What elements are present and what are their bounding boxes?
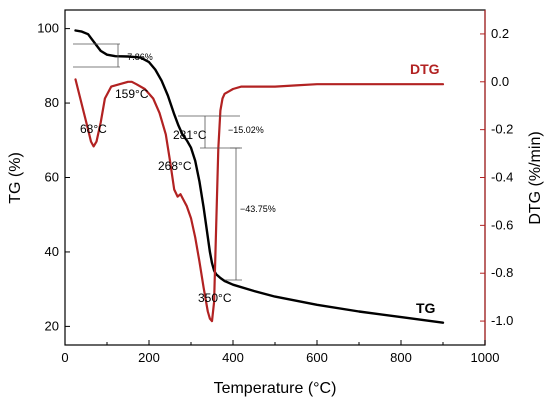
y-left-axis-title: TG (%): [7, 152, 24, 204]
y-right-tick-label: 0.0: [491, 74, 509, 89]
peak-159: 159°C: [115, 87, 149, 101]
y-left-tick-label: 40: [45, 244, 59, 259]
dtg-series-label: DTG: [410, 61, 440, 77]
peak-68: 68°C: [80, 122, 107, 136]
y-right-tick-label: -1.0: [491, 313, 513, 328]
y-right-tick-label: -0.8: [491, 265, 513, 280]
y-left-tick-label: 60: [45, 170, 59, 185]
series-line-tg: [74, 29, 445, 324]
y-right-tick-label: -0.2: [491, 122, 513, 137]
mass-loss-2: −15.02%: [228, 125, 264, 135]
y-right-tick-label: -0.6: [491, 217, 513, 232]
y-left-tick-label: 80: [45, 95, 59, 110]
series-line-dtg: [74, 78, 445, 323]
x-tick-label: 1000: [471, 350, 500, 365]
mass-loss-3: −43.75%: [240, 204, 276, 214]
peak-281: 281°C: [173, 128, 207, 142]
x-tick-label: 600: [306, 350, 328, 365]
x-axis-title: Temperature (°C): [214, 380, 337, 397]
y-right-tick-label: -0.4: [491, 170, 513, 185]
mass-loss-1: −7.86%: [122, 52, 153, 62]
tg-series-label: TG: [416, 300, 436, 316]
x-tick-label: 200: [138, 350, 160, 365]
peak-350: 350°C: [198, 291, 232, 305]
y-right-axis-title: DTG (%/min): [527, 131, 544, 224]
peak-268: 268°C: [158, 159, 192, 173]
y-left-tick-label: 100: [37, 21, 59, 36]
y-left-tick-label: 20: [45, 318, 59, 333]
x-tick-label: 400: [222, 350, 244, 365]
x-tick-label: 0: [61, 350, 68, 365]
x-tick-label: 800: [390, 350, 412, 365]
y-right-tick-label: 0.2: [491, 26, 509, 41]
